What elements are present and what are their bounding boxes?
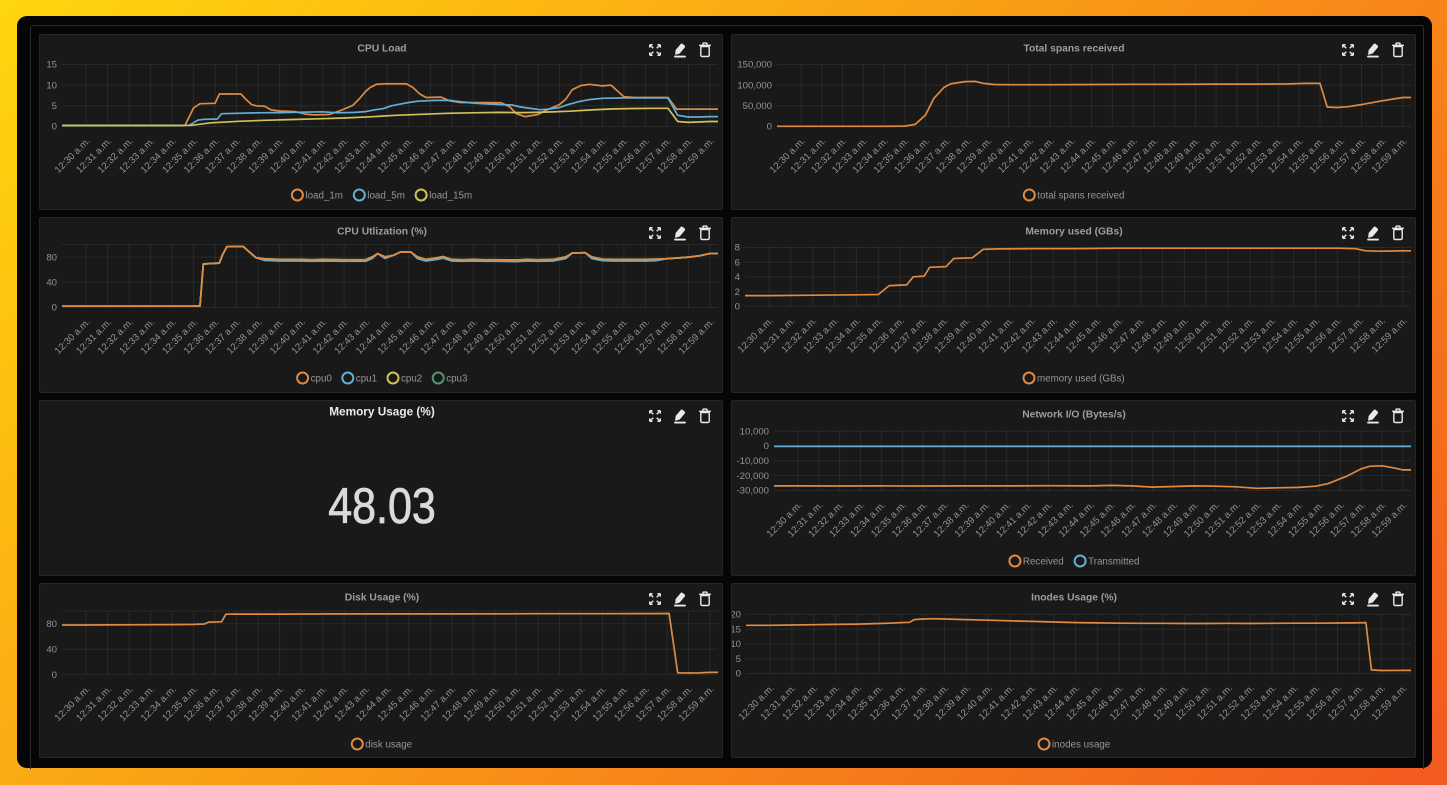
svg-text:5: 5 [52, 101, 57, 112]
svg-text:40: 40 [46, 644, 57, 655]
svg-text:load_1m: load_1m [305, 191, 343, 202]
svg-text:48.03: 48.03 [328, 478, 436, 534]
svg-text:80: 80 [46, 252, 57, 263]
svg-text:-20,000: -20,000 [736, 471, 769, 482]
svg-text:5: 5 [736, 654, 741, 665]
svg-text:CPU Load: CPU Load [357, 44, 406, 55]
svg-text:total spans received: total spans received [1037, 191, 1124, 202]
svg-text:0: 0 [52, 122, 57, 133]
svg-text:cpu0: cpu0 [311, 374, 333, 385]
svg-text:0: 0 [767, 122, 772, 133]
svg-text:inodes usage: inodes usage [1052, 740, 1111, 751]
svg-text:10: 10 [732, 639, 741, 650]
svg-text:memory used (GBs): memory used (GBs) [1037, 374, 1125, 385]
svg-text:15: 15 [46, 60, 57, 71]
svg-text:0: 0 [52, 670, 57, 681]
svg-text:Transmitted: Transmitted [1088, 557, 1139, 568]
svg-text:6: 6 [735, 257, 740, 268]
svg-text:Inodes Usage (%): Inodes Usage (%) [1031, 593, 1117, 604]
svg-text:100,000: 100,000 [737, 80, 772, 91]
svg-text:0: 0 [52, 303, 57, 314]
svg-text:Total spans received: Total spans received [1023, 44, 1124, 55]
svg-text:Memory Usage (%): Memory Usage (%) [329, 405, 435, 419]
svg-text:15: 15 [732, 624, 741, 635]
svg-text:0: 0 [736, 669, 741, 680]
svg-text:10: 10 [46, 80, 57, 91]
svg-text:2: 2 [735, 287, 740, 298]
svg-text:Network I/O (Bytes/s): Network I/O (Bytes/s) [1022, 410, 1126, 421]
svg-text:40: 40 [46, 278, 57, 289]
svg-text:cpu1: cpu1 [356, 374, 377, 385]
svg-text:10,000: 10,000 [740, 427, 769, 438]
svg-text:0: 0 [735, 301, 740, 312]
svg-text:load_5m: load_5m [367, 191, 405, 202]
svg-text:4: 4 [735, 272, 741, 283]
svg-text:80: 80 [46, 619, 57, 630]
svg-text:disk usage: disk usage [365, 740, 412, 751]
svg-text:Memory used (GBs): Memory used (GBs) [1025, 227, 1122, 238]
svg-text:-30,000: -30,000 [736, 486, 769, 497]
svg-text:0: 0 [764, 441, 769, 452]
svg-text:cpu2: cpu2 [401, 374, 422, 385]
svg-text:CPU Utlization (%): CPU Utlization (%) [337, 227, 427, 238]
svg-text:Received: Received [1023, 557, 1064, 568]
svg-text:Disk Usage (%): Disk Usage (%) [345, 593, 419, 604]
svg-text:load_15m: load_15m [429, 191, 472, 202]
svg-text:20: 20 [732, 610, 741, 621]
svg-text:-10,000: -10,000 [736, 456, 769, 467]
svg-text:cpu3: cpu3 [446, 374, 468, 385]
svg-text:50,000: 50,000 [743, 101, 772, 112]
svg-text:150,000: 150,000 [737, 60, 772, 71]
svg-text:8: 8 [735, 243, 740, 254]
